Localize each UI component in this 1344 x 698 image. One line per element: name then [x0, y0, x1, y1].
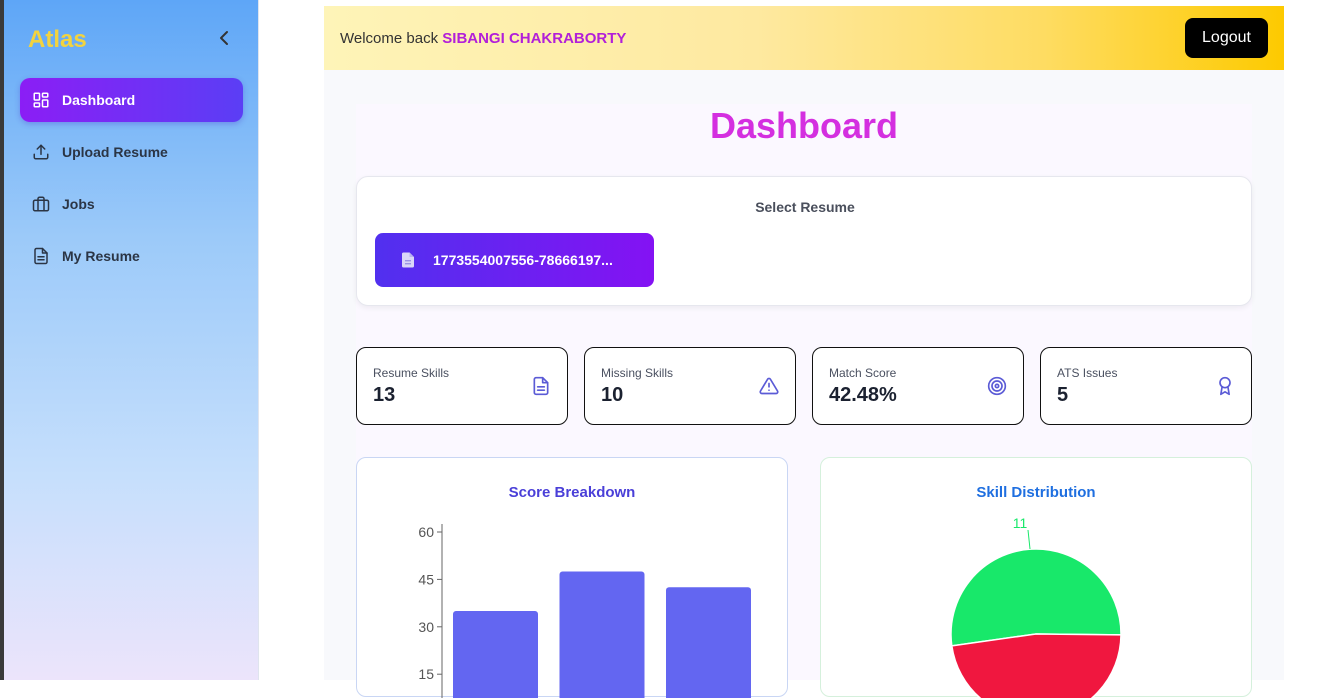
logout-button[interactable]: Logout	[1185, 18, 1268, 58]
slice-label: 11	[1013, 515, 1028, 531]
resume-file-name: 1773554007556-78666197...	[433, 252, 613, 268]
dashboard-grid-icon	[32, 91, 50, 109]
slice-label-leader	[1028, 530, 1030, 549]
stat-value: 42.48%	[829, 384, 897, 407]
upload-icon	[32, 143, 50, 161]
select-resume-label: Select Resume	[357, 199, 1253, 215]
warning-icon	[759, 376, 779, 396]
sidebar-item-my-resume[interactable]: My Resume	[20, 234, 243, 278]
sidebar-item-label: Upload Resume	[62, 144, 168, 160]
y-tick-label: 45	[418, 571, 434, 587]
stat-label: Missing Skills	[601, 366, 673, 380]
stat-card-match-score: Match Score 42.48%	[812, 347, 1024, 425]
file-icon	[399, 250, 417, 270]
welcome-header: Welcome back SIBANGI CHAKRABORTY Logout	[324, 6, 1284, 70]
stat-label: Match Score	[829, 366, 896, 380]
stat-value: 13	[373, 384, 395, 407]
stat-card-ats-issues: ATS Issues 5	[1040, 347, 1252, 425]
welcome-label: Welcome back	[340, 30, 438, 47]
dashboard-panel: Dashboard Select Resume 1773554007556-78…	[356, 104, 1252, 680]
sidebar-item-label: Jobs	[62, 196, 95, 212]
sidebar: Atlas Dashboard Upload Resume Jobs My Re…	[4, 0, 259, 680]
main-area: Welcome back SIBANGI CHAKRABORTY Logout …	[260, 0, 1284, 680]
collapse-sidebar-icon[interactable]	[212, 26, 236, 50]
stat-value: 5	[1057, 384, 1068, 407]
sidebar-item-upload-resume[interactable]: Upload Resume	[20, 130, 243, 174]
stat-label: Resume Skills	[373, 366, 449, 380]
document-icon	[32, 247, 50, 265]
stat-label: ATS Issues	[1057, 366, 1117, 380]
pie-slice[interactable]	[952, 634, 1121, 698]
y-tick-label: 30	[418, 619, 434, 635]
sidebar-item-dashboard[interactable]: Dashboard	[20, 78, 243, 122]
briefcase-icon	[32, 195, 50, 213]
pie-chart: 11	[821, 458, 1253, 698]
bar[interactable]	[666, 587, 751, 698]
sidebar-item-label: Dashboard	[62, 92, 135, 108]
user-name: SIBANGI CHAKRABORTY	[442, 30, 626, 47]
y-tick-label: 60	[418, 524, 434, 540]
bar[interactable]	[560, 572, 645, 698]
stat-card-resume-skills: Resume Skills 13	[356, 347, 568, 425]
award-icon	[1215, 376, 1235, 396]
page-title: Dashboard	[356, 104, 1252, 148]
resume-file-button[interactable]: 1773554007556-78666197...	[375, 233, 654, 287]
stat-value: 10	[601, 384, 623, 407]
target-icon	[987, 376, 1007, 396]
stat-card-missing-skills: Missing Skills 10	[584, 347, 796, 425]
welcome-text: Welcome back SIBANGI CHAKRABORTY	[340, 30, 626, 47]
document-icon	[531, 376, 551, 396]
bar[interactable]	[453, 611, 538, 698]
skill-distribution-card: Skill Distribution 11	[820, 457, 1252, 697]
brand-logo: Atlas	[28, 26, 87, 54]
pie-slice[interactable]	[951, 549, 1121, 646]
select-resume-card: Select Resume 1773554007556-78666197...	[356, 176, 1252, 306]
sidebar-item-label: My Resume	[62, 248, 140, 264]
sidebar-item-jobs[interactable]: Jobs	[20, 182, 243, 226]
